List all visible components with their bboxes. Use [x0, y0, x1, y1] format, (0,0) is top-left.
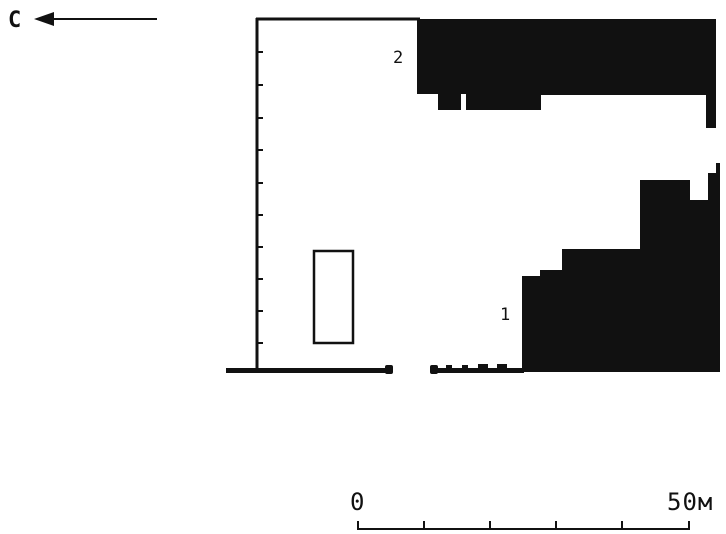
small-structure	[312, 249, 355, 345]
south-wall	[226, 364, 524, 374]
north-arrow	[34, 12, 157, 26]
wall-ticks	[257, 51, 263, 344]
building-2	[417, 19, 716, 128]
building-2-label: 2	[393, 48, 404, 68]
building-1-label: 1	[500, 305, 511, 325]
enclosure-wall	[255, 17, 420, 372]
north-label: С	[8, 8, 22, 33]
scale-start-label: 0	[350, 488, 365, 516]
scale-end-label: 50м	[667, 488, 714, 516]
building-1	[522, 163, 720, 372]
scale-bar	[357, 521, 690, 530]
